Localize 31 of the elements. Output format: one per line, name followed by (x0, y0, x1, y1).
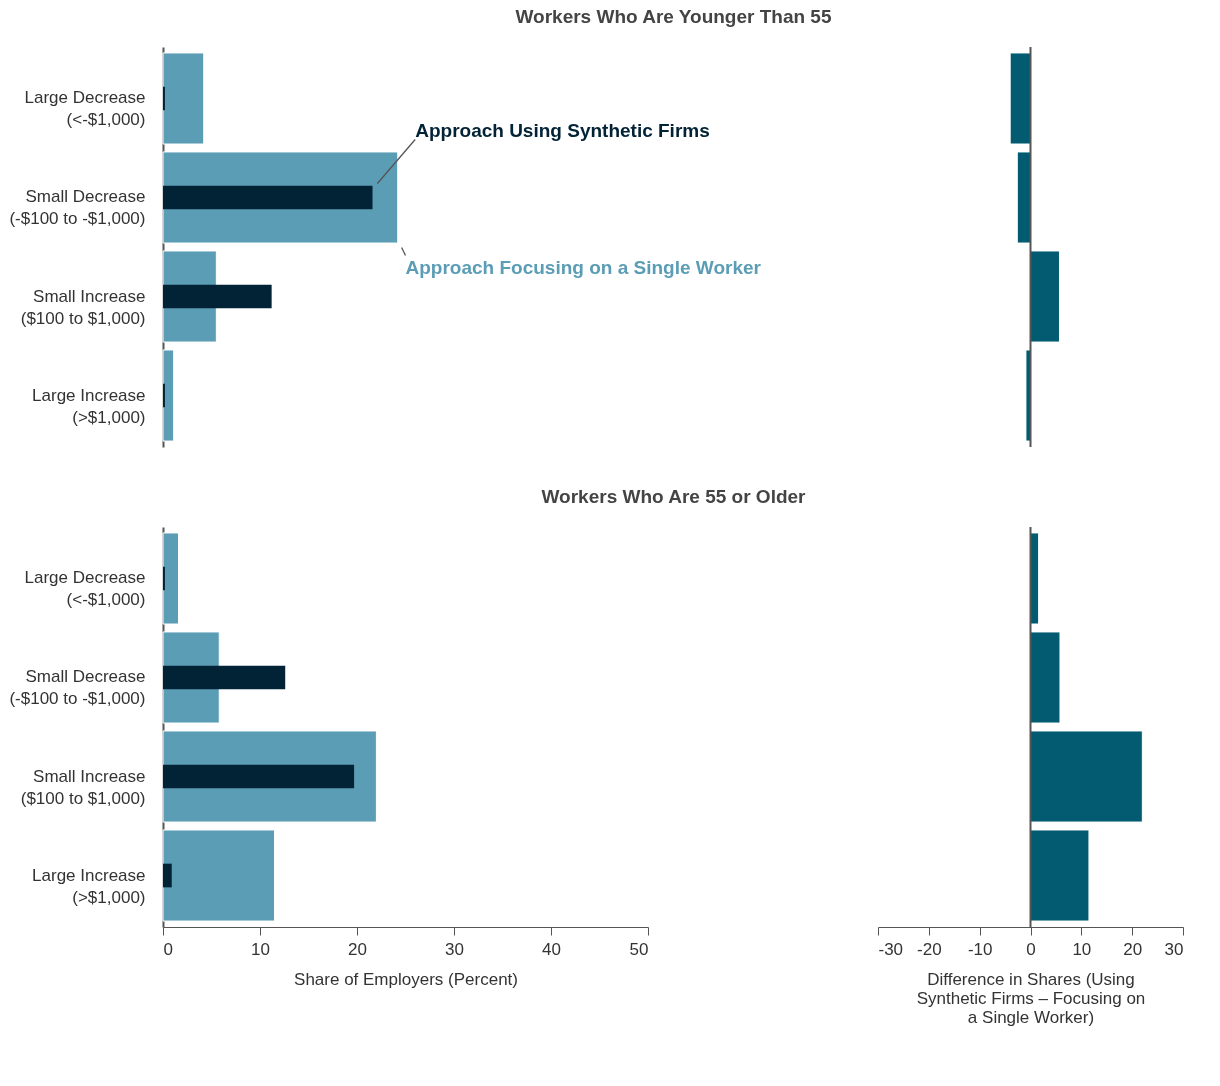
x-tick-label: 50 (629, 939, 649, 959)
x-tick-label: 30 (1164, 939, 1184, 959)
x-tick-label: 20 (1123, 939, 1143, 959)
bar (162, 52, 205, 145)
y-tick-label: Small Increase ($100 to $1,000) (20, 766, 146, 808)
y-tick-label: Large Increase (>$1,000) (32, 865, 146, 907)
x-tick-label: -20 (917, 939, 942, 959)
y-tick-label: Large Decrease (<-$1,000) (24, 88, 146, 130)
x-tick-label: 30 (445, 939, 464, 959)
x-tick-label: 10 (1072, 939, 1092, 959)
chart-title: Workers Who Are Younger Than 55 (515, 6, 832, 27)
x-axis-title: Share of Employers (Percent) (294, 969, 518, 989)
y-tick-label: Small Decrease (-$100 to -$1,000) (9, 187, 146, 229)
series-label: Approach Focusing on a Single Worker (405, 256, 762, 278)
y-tick-label: Large Decrease (<-$1,000) (24, 568, 146, 610)
bar (163, 284, 272, 309)
x-tick-label: -10 (967, 939, 993, 959)
chart-title: Workers Who Are 55 or Older (541, 486, 807, 507)
x-tick-label: 0 (1026, 939, 1036, 959)
x-tick-label: 20 (348, 939, 367, 959)
x-tick-label: 10 (251, 939, 270, 959)
bar (162, 349, 175, 442)
y-tick-label: Small Decrease (-$100 to -$1,000) (9, 667, 146, 709)
x-tick-label: -30 (878, 939, 904, 959)
x-tick-label: 40 (542, 939, 561, 959)
x-tick-label: 0 (163, 939, 173, 959)
y-tick-label: Small Increase ($100 to $1,000) (20, 286, 146, 328)
x-axis-title: Difference in Shares (Using Synthetic Firms – Focusing on a Single Worker) (916, 969, 1146, 1027)
bar (163, 185, 373, 210)
text: Approach Using Synthetic Firms (415, 120, 710, 142)
y-tick-label: Large Increase (>$1,000) (32, 385, 146, 427)
